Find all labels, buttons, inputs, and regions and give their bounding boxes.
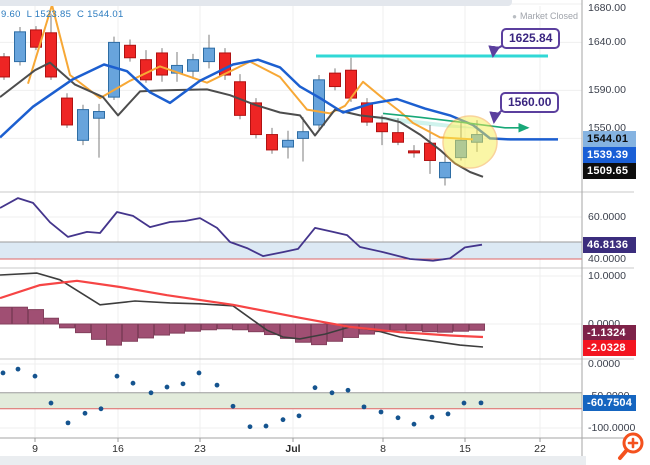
candle bbox=[140, 59, 152, 81]
price-badge: 1544.01 bbox=[583, 131, 636, 147]
williams-dots-series bbox=[0, 366, 484, 430]
candle bbox=[376, 122, 388, 133]
price-badge: 1539.39 bbox=[583, 147, 636, 163]
candle bbox=[203, 47, 215, 63]
price-badge: -1.1324 bbox=[583, 325, 636, 341]
ma-black-line bbox=[0, 61, 484, 178]
macd-line bbox=[0, 272, 484, 348]
candle bbox=[61, 97, 73, 126]
page-background-strip bbox=[0, 0, 512, 6]
candle bbox=[0, 56, 10, 78]
candle bbox=[156, 52, 168, 76]
candlestick-series bbox=[0, 13, 483, 186]
price-axis-label: 60.0000 bbox=[588, 210, 626, 223]
price-badge: 1509.65 bbox=[583, 163, 636, 179]
bottom-background-strip bbox=[0, 456, 586, 465]
price-callout[interactable]: 1560.00 bbox=[500, 92, 560, 113]
candle bbox=[313, 79, 325, 126]
price-axis-label: -100.0000 bbox=[588, 421, 636, 434]
x-axis-label: Jul bbox=[285, 443, 301, 455]
ohlc-readout: 9.60 L 1523.85 C 1544.01 bbox=[1, 9, 124, 20]
x-axis-label: 9 bbox=[32, 443, 38, 455]
candle bbox=[219, 52, 231, 76]
x-axis-label: 23 bbox=[194, 443, 206, 455]
candle bbox=[250, 102, 262, 136]
candle bbox=[361, 102, 373, 123]
price-axis-label: 0.0000 bbox=[588, 357, 621, 370]
candle bbox=[187, 59, 199, 72]
price-axis-label: 1680.00 bbox=[588, 1, 626, 14]
price-callout[interactable]: 1625.84 bbox=[501, 28, 561, 49]
candle bbox=[266, 134, 278, 151]
price-badge: -2.0328 bbox=[583, 340, 636, 356]
candle bbox=[77, 109, 89, 141]
candle bbox=[14, 31, 26, 63]
market-status: ● Market Closed bbox=[470, 11, 578, 21]
price-axis-label: 1590.00 bbox=[588, 83, 626, 96]
candle bbox=[408, 150, 420, 154]
price-badge: 46.8136 bbox=[583, 237, 636, 253]
macd-histogram bbox=[0, 306, 485, 346]
horizontal-level-line[interactable] bbox=[316, 54, 548, 58]
zoom-in-icon[interactable] bbox=[611, 430, 649, 464]
price-axis-label: 10.0000 bbox=[588, 269, 626, 282]
market-status-dot-icon: ● bbox=[512, 12, 517, 21]
candle bbox=[392, 132, 404, 143]
candle bbox=[93, 111, 105, 119]
market-status-label: Market Closed bbox=[519, 11, 578, 21]
x-axis-label: 16 bbox=[112, 443, 124, 455]
candle bbox=[297, 131, 309, 139]
indicator-band bbox=[0, 392, 582, 409]
candle bbox=[282, 139, 294, 148]
candle bbox=[329, 72, 341, 88]
candle bbox=[124, 44, 136, 59]
candle bbox=[439, 161, 451, 179]
price-axis-label: 1640.00 bbox=[588, 35, 626, 48]
signal-line bbox=[0, 279, 484, 339]
x-axis-label: 22 bbox=[534, 443, 546, 455]
highlight-circle[interactable] bbox=[442, 115, 498, 169]
price-badge: -60.7504 bbox=[583, 395, 636, 411]
candle bbox=[45, 32, 57, 78]
x-axis-label: 8 bbox=[380, 443, 386, 455]
oscillator-line bbox=[0, 197, 483, 262]
price-axis-label: 40.0000 bbox=[588, 252, 626, 265]
x-axis-label: 15 bbox=[459, 443, 471, 455]
